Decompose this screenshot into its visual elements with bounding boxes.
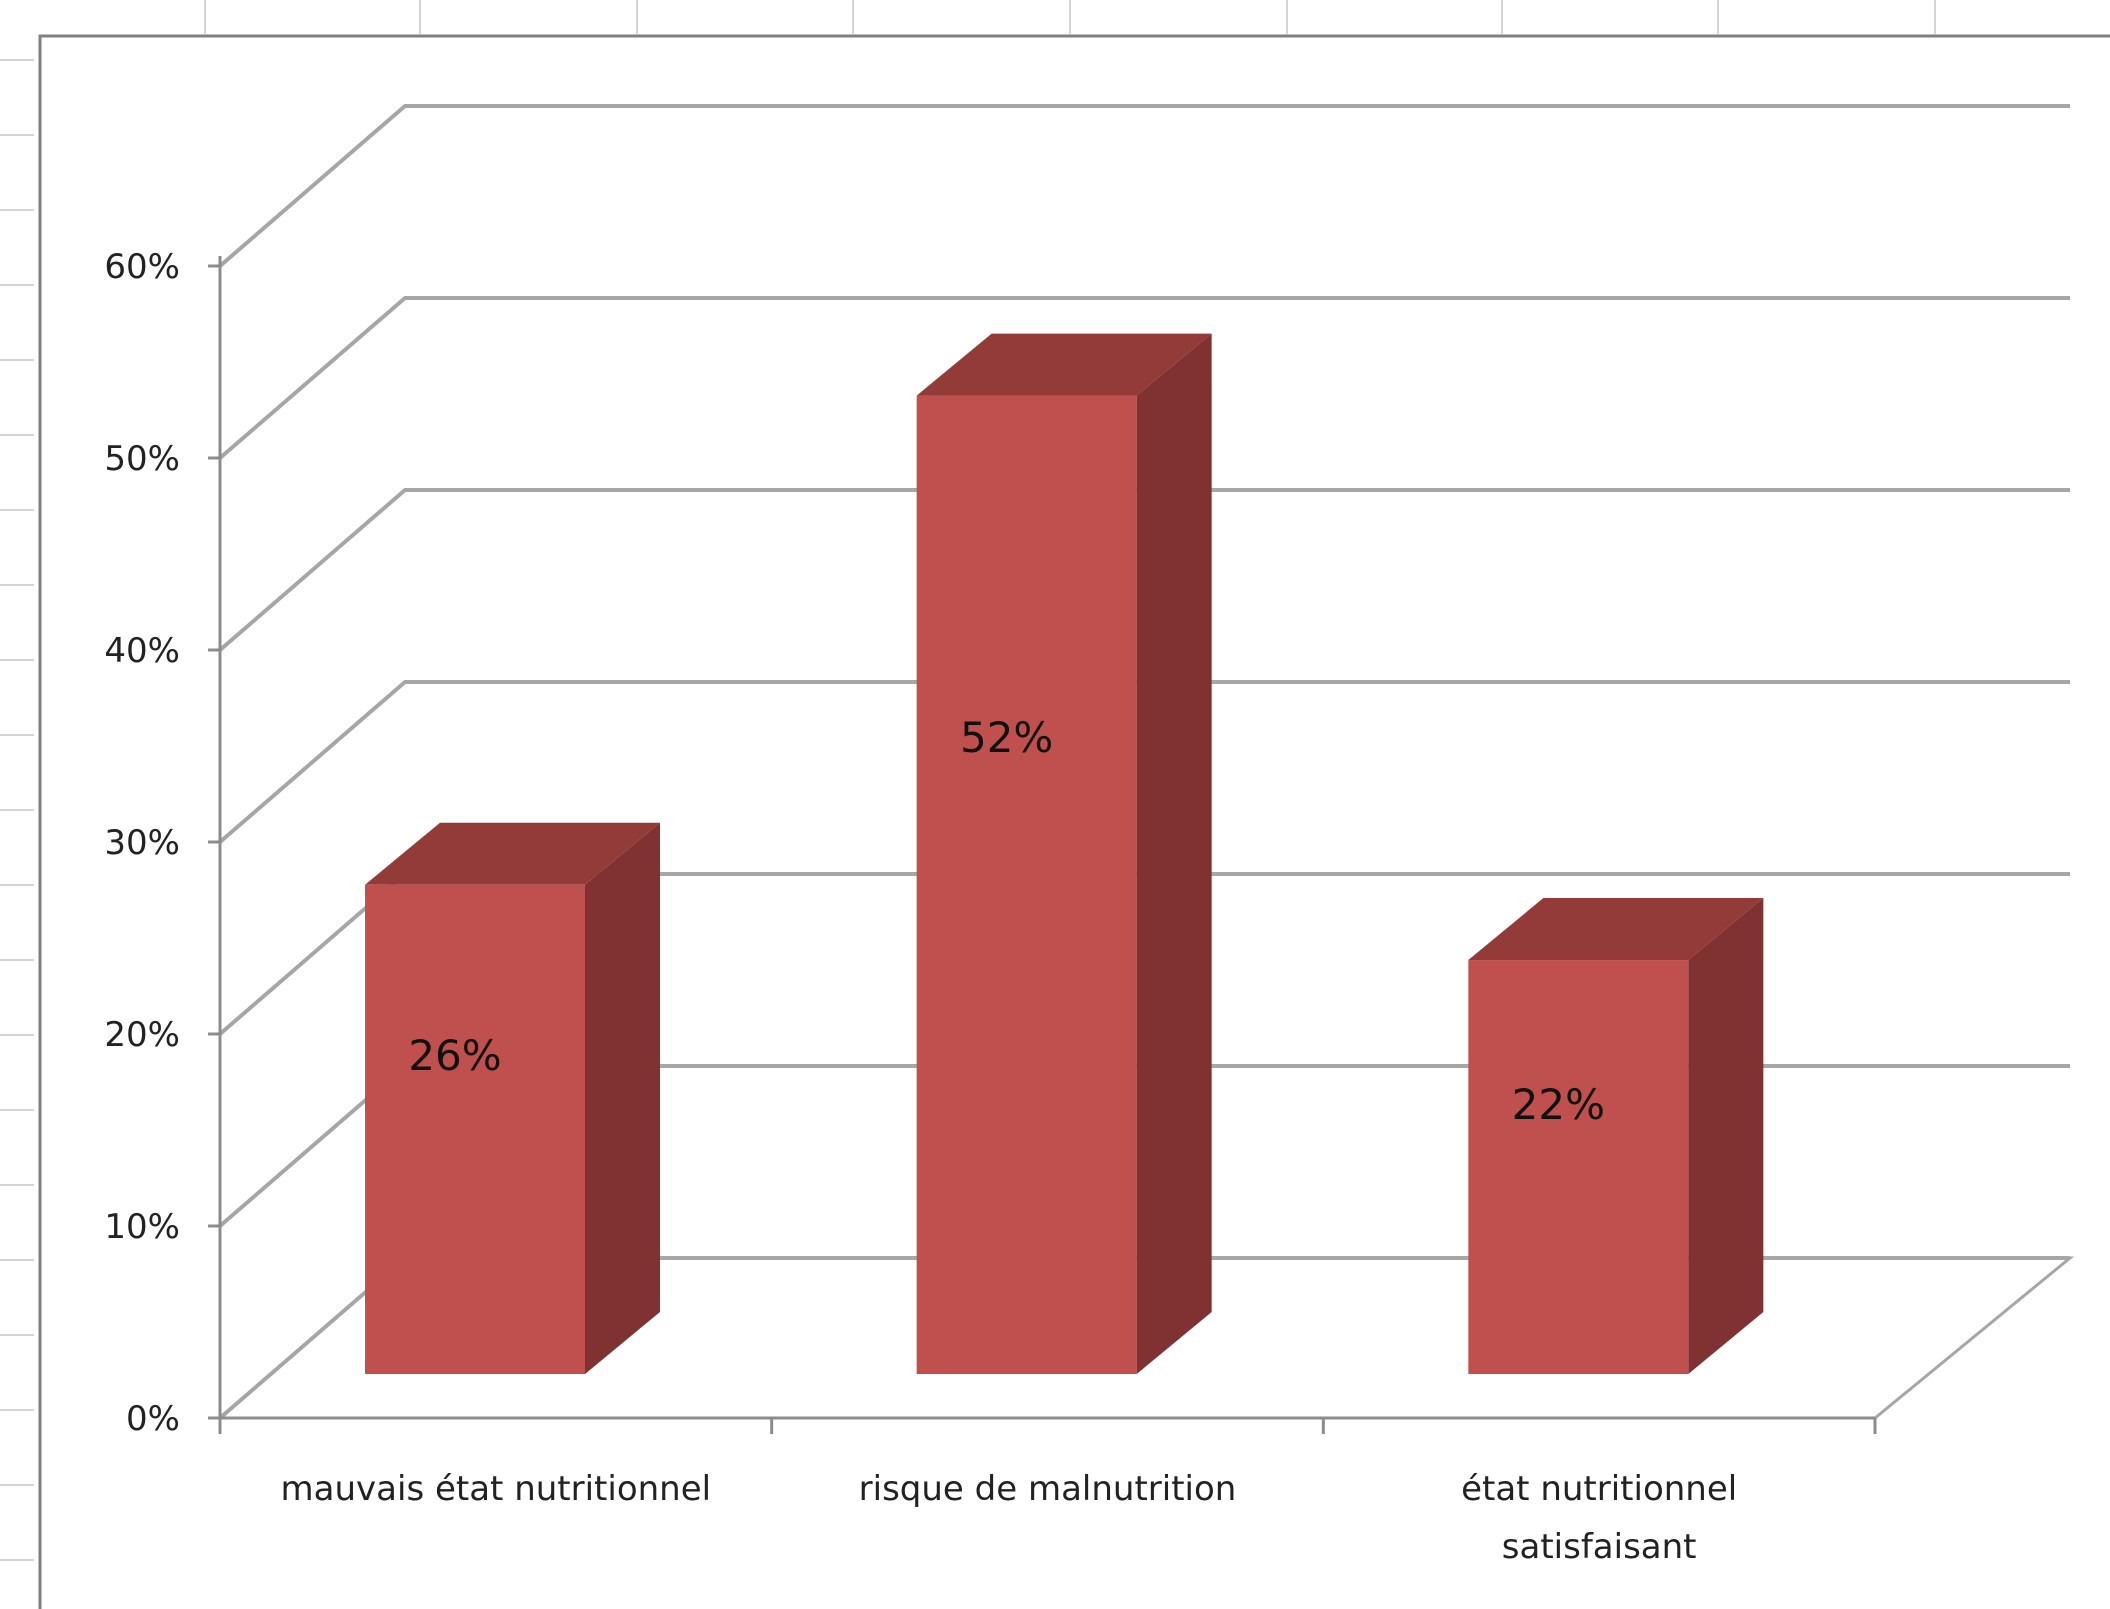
bar-side-face	[1688, 898, 1764, 1374]
y-tick-label: 30%	[104, 823, 180, 863]
y-tick-label: 10%	[104, 1207, 180, 1247]
bar-front-face[interactable]	[365, 884, 585, 1374]
bar-top-face	[365, 822, 660, 885]
gridline	[218, 104, 2070, 268]
y-tick-label: 60%	[104, 247, 180, 287]
bar[interactable]: 52%	[916, 333, 1212, 1374]
bar-side-face	[585, 822, 660, 1374]
bar-front-face[interactable]	[1468, 960, 1689, 1374]
bar-top-face	[916, 333, 1212, 396]
axes	[208, 256, 1877, 1434]
x-category-label: satisfaisant	[1502, 1527, 1697, 1567]
data-label: 22%	[1512, 1080, 1605, 1129]
y-tick-label: 50%	[104, 439, 180, 479]
y-tick-label: 0%	[126, 1399, 180, 1439]
data-label: 52%	[960, 713, 1053, 762]
gridline	[218, 296, 2070, 460]
bar-top-face	[1468, 898, 1764, 961]
x-category-label: risque de malnutrition	[859, 1469, 1237, 1509]
bar[interactable]: 22%	[1468, 898, 1764, 1374]
spreadsheet-gridlines	[0, 0, 1936, 1561]
y-tick-label: 40%	[104, 631, 180, 671]
x-category-label: mauvais état nutritionnel	[281, 1469, 712, 1509]
gridline	[218, 488, 2070, 652]
x-category-label: état nutritionnel	[1461, 1469, 1737, 1509]
bars[interactable]: 26% 52% 22%	[365, 333, 1764, 1374]
bar-side-face	[1136, 333, 1212, 1374]
y-tick-label: 20%	[104, 1015, 180, 1055]
x-axis-category-labels: mauvais état nutritionnel risque de malnu…	[281, 1469, 1738, 1567]
gridline	[218, 680, 2070, 844]
bar-front-face[interactable]	[916, 395, 1137, 1374]
y-axis-tick-labels: 0% 10% 20% 30% 40% 50% 60%	[104, 247, 180, 1439]
bar[interactable]: 26%	[365, 822, 660, 1374]
data-label: 26%	[408, 1031, 501, 1080]
